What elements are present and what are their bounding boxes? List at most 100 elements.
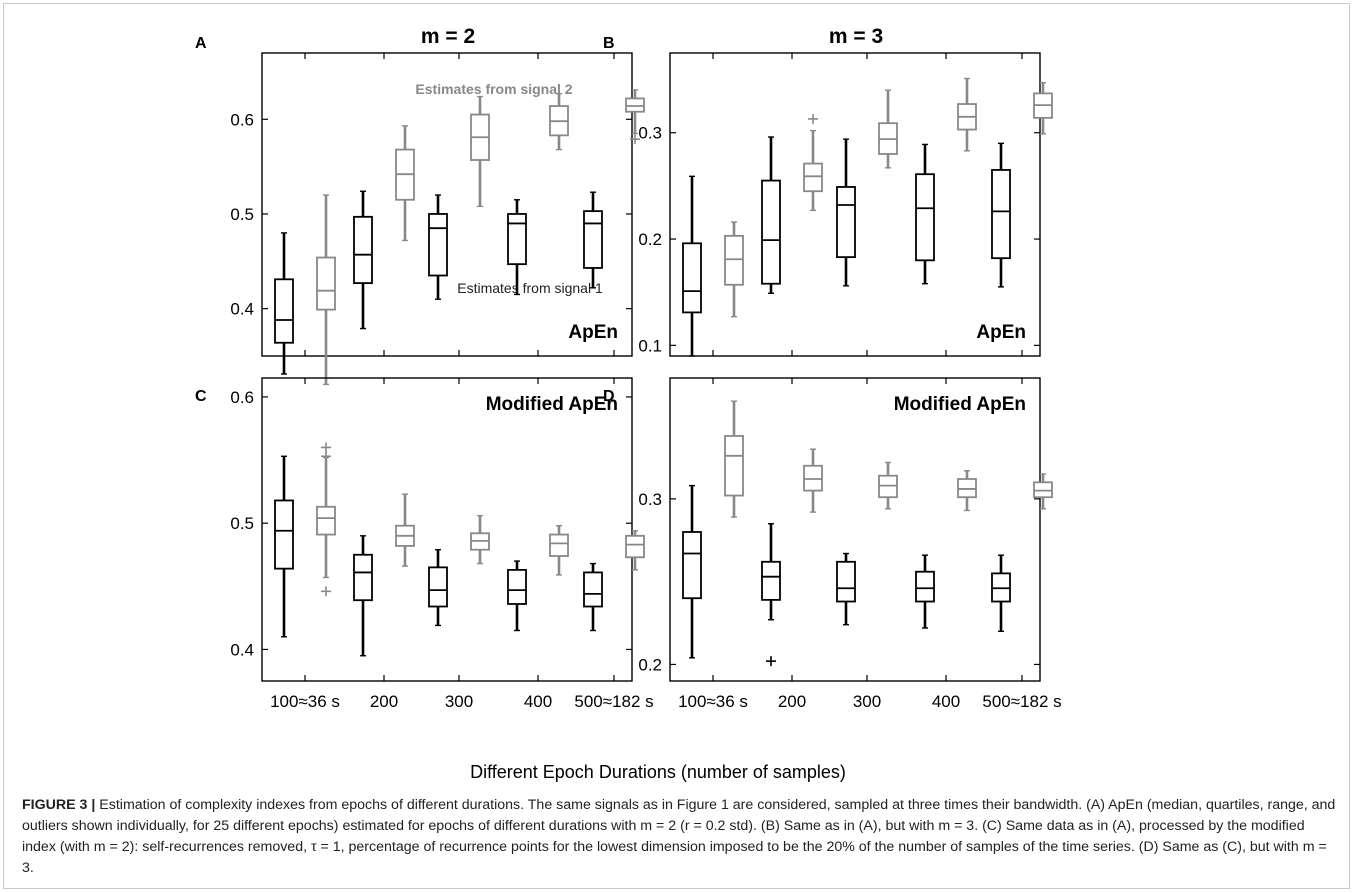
column-title-m3: m = 3 — [829, 25, 883, 48]
panel-letter-a: A — [195, 35, 207, 52]
y-tick-label: 0.1 — [638, 336, 662, 355]
panel-d: D 0.2 0.3 100≈36 s 200 300 400 500≈182 s Modifie… — [603, 377, 1062, 711]
y-tick-label: 0.2 — [638, 655, 662, 674]
box-signal2-2 — [878, 461, 898, 510]
panel-c: C 0.4 0.5 0.6 100≈36 s 200 300 400 500≈182 s Modi… — [195, 377, 654, 711]
box-signal2-3 — [957, 470, 977, 512]
box-signal2-0 — [724, 400, 744, 518]
box-signal1-3 — [915, 554, 935, 629]
box-signal2-4 — [625, 89, 645, 145]
box-iqr — [915, 173, 935, 262]
panel-letter-d: D — [603, 388, 615, 405]
box-iqr — [428, 566, 448, 608]
panel-tag: Modified ApEn — [486, 394, 618, 415]
box-signal1-1 — [353, 190, 373, 330]
figure-caption: FIGURE 3 | Estimation of complexity inde… — [22, 795, 1337, 879]
box-signal1-0 — [682, 175, 702, 357]
box-signal1-0 — [274, 455, 294, 638]
plot-frame — [669, 52, 1041, 357]
box-signal1-0 — [682, 484, 702, 659]
box-iqr — [761, 179, 781, 285]
box-iqr — [274, 278, 294, 344]
box-signal1-3 — [507, 199, 527, 296]
box-signal1-4 — [991, 554, 1011, 633]
x-tick-label: 300 — [445, 692, 473, 711]
box-iqr — [316, 505, 336, 536]
box-signal2-1 — [395, 493, 415, 567]
box-iqr — [353, 553, 373, 602]
x-tick-label: 100≈36 s — [270, 692, 340, 711]
box-signal1-0 — [274, 232, 294, 375]
panel-tag: ApEn — [976, 322, 1026, 343]
box-signal2-3 — [957, 77, 977, 152]
caption-text: Estimation of complexity indexes from ep… — [22, 797, 1336, 876]
y-tick-label: 0.6 — [230, 110, 254, 129]
box-signal1-2 — [428, 194, 448, 300]
box-signal1-3 — [915, 143, 935, 285]
plot-frame — [261, 377, 633, 682]
x-tick-label: 300 — [853, 692, 881, 711]
x-tick-label: 100≈36 s — [678, 692, 748, 711]
box-iqr — [836, 186, 856, 259]
figure-frame — [3, 3, 1350, 889]
box-iqr — [583, 210, 603, 269]
box-iqr — [583, 571, 603, 608]
box-iqr — [353, 215, 373, 284]
panels-group: A 0.4 0.5 0.6 ApEn Estimates from signal 2 Est… — [195, 35, 1062, 711]
box-iqr — [761, 560, 781, 601]
box-iqr — [991, 169, 1011, 260]
x-tick-label: 400 — [932, 692, 960, 711]
box-signal1-3 — [507, 560, 527, 632]
y-tick-label: 0.2 — [638, 230, 662, 249]
box-signal2-4 — [1033, 82, 1053, 135]
box-signal2-1 — [803, 113, 823, 212]
box-iqr — [428, 213, 448, 277]
box-signal2-3 — [549, 93, 569, 151]
x-tick-label: 200 — [778, 692, 806, 711]
figure-canvas: A 0.4 0.5 0.6 ApEn Estimates from signal 2 Est… — [195, 25, 1062, 782]
box-signal2-0 — [316, 442, 336, 597]
box-signal1-1 — [761, 523, 781, 667]
panel-tag: Modified ApEn — [894, 394, 1026, 415]
x-tick-label: 400 — [524, 692, 552, 711]
y-tick-label: 0.5 — [230, 205, 254, 224]
box-signal2-1 — [803, 448, 823, 513]
box-signal1-1 — [353, 535, 373, 657]
box-iqr — [507, 213, 527, 266]
y-tick-label: 0.3 — [638, 124, 662, 143]
box-iqr — [915, 570, 935, 603]
y-tick-label: 0.4 — [230, 300, 254, 319]
box-iqr — [682, 242, 702, 314]
panel-letter-b: B — [603, 35, 615, 52]
box-iqr — [625, 97, 645, 113]
box-signal2-3 — [549, 525, 569, 576]
x-tick-label: 500≈182 s — [574, 692, 653, 711]
box-signal2-4 — [625, 530, 645, 571]
box-iqr — [682, 531, 702, 600]
y-tick-label: 0.4 — [230, 640, 254, 659]
plot-frame — [261, 52, 633, 357]
plot-frame — [669, 377, 1041, 682]
box-signal2-0 — [724, 221, 744, 318]
panel-tag: ApEn — [568, 322, 618, 343]
box-signal2-2 — [470, 95, 490, 208]
box-iqr — [274, 499, 294, 570]
panel-b: B 0.1 0.2 0.3 ApEn — [603, 35, 1053, 357]
y-tick-label: 0.6 — [230, 388, 254, 407]
box-signal2-4 — [1033, 473, 1053, 510]
box-signal1-4 — [583, 562, 603, 632]
box-signal1-1 — [761, 136, 781, 294]
annotation-signal-2: Estimates from signal 2 — [415, 81, 572, 97]
box-signal2-2 — [470, 514, 490, 565]
box-iqr — [724, 435, 744, 497]
box-iqr — [507, 569, 527, 605]
x-tick-label: 500≈182 s — [982, 692, 1061, 711]
box-iqr — [625, 534, 645, 559]
box-signal1-2 — [836, 552, 856, 626]
x-tick-label: 200 — [370, 692, 398, 711]
panel-letter-c: C — [195, 388, 207, 405]
column-title-m2: m = 2 — [421, 25, 475, 48]
y-tick-label: 0.3 — [638, 490, 662, 509]
box-signal2-1 — [395, 125, 415, 242]
box-iqr — [724, 234, 744, 286]
